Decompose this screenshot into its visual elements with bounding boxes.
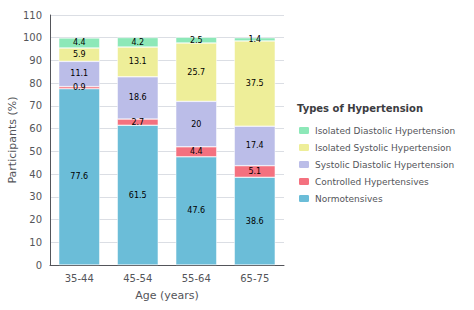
svg-text:Systolic Diastolic Hypertensio: Systolic Diastolic Hypertension: [315, 160, 454, 170]
svg-text:Age (years): Age (years): [135, 289, 199, 302]
svg-text:Normotensives: Normotensives: [315, 194, 383, 204]
svg-text:25.7: 25.7: [187, 68, 205, 77]
svg-text:38.6: 38.6: [246, 217, 264, 226]
svg-text:50: 50: [29, 146, 42, 157]
svg-text:10: 10: [29, 237, 42, 248]
svg-text:37.5: 37.5: [246, 79, 264, 88]
svg-text:4.4: 4.4: [190, 147, 203, 156]
svg-text:61.5: 61.5: [129, 191, 147, 200]
svg-text:Types of Hypertension: Types of Hypertension: [297, 103, 423, 114]
svg-text:35-44: 35-44: [65, 273, 94, 284]
svg-text:77.6: 77.6: [70, 172, 88, 181]
svg-text:4.4: 4.4: [73, 38, 86, 47]
svg-text:55-64: 55-64: [182, 273, 211, 284]
svg-text:20: 20: [191, 120, 201, 129]
svg-text:0.9: 0.9: [73, 83, 86, 92]
svg-text:5.1: 5.1: [248, 167, 261, 176]
svg-text:18.6: 18.6: [129, 93, 147, 102]
svg-text:17.4: 17.4: [246, 141, 264, 150]
svg-text:20: 20: [29, 214, 42, 225]
svg-text:60: 60: [29, 123, 42, 134]
svg-text:47.6: 47.6: [187, 206, 205, 215]
svg-text:65-75: 65-75: [240, 273, 269, 284]
svg-text:13.1: 13.1: [129, 57, 147, 66]
svg-text:110: 110: [23, 10, 42, 21]
svg-text:40: 40: [29, 169, 42, 180]
svg-text:11.1: 11.1: [70, 69, 88, 78]
svg-text:70: 70: [29, 100, 42, 111]
svg-text:Isolated Diastolic Hypertensio: Isolated Diastolic Hypertension: [315, 126, 455, 136]
svg-text:45-54: 45-54: [123, 273, 152, 284]
svg-text:Participants (%): Participants (%): [6, 96, 19, 183]
svg-text:5.9: 5.9: [73, 50, 86, 59]
svg-text:30: 30: [29, 191, 42, 202]
svg-text:2.7: 2.7: [131, 118, 144, 127]
svg-text:2.5: 2.5: [190, 36, 203, 45]
svg-text:Controlled Hypertensives: Controlled Hypertensives: [315, 177, 429, 187]
svg-text:90: 90: [29, 55, 42, 66]
svg-text:80: 80: [29, 78, 42, 89]
svg-text:100: 100: [23, 32, 42, 43]
svg-text:1.4: 1.4: [248, 35, 261, 44]
svg-text:0: 0: [36, 260, 42, 271]
svg-text:Isolated Systolic Hypertension: Isolated Systolic Hypertension: [315, 143, 451, 153]
svg-text:4.2: 4.2: [131, 38, 144, 47]
